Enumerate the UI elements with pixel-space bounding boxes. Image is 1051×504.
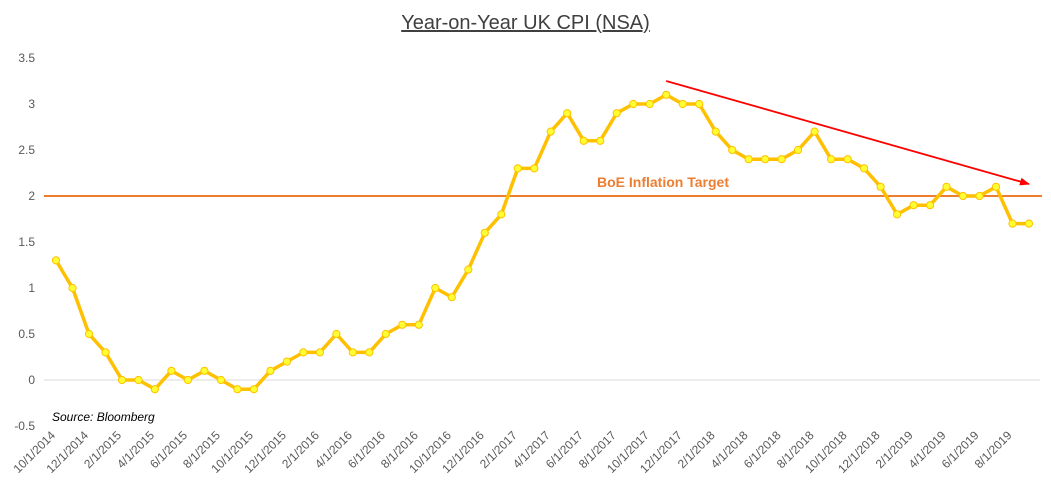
data-point — [926, 201, 935, 210]
chart-title: Year-on-Year UK CPI (NSA) — [401, 12, 650, 34]
data-point — [579, 136, 588, 145]
data-point — [678, 99, 687, 109]
data-point — [216, 375, 225, 385]
data-point — [1008, 219, 1017, 228]
data-point — [134, 375, 143, 385]
data-point — [612, 109, 621, 118]
y-tick-label: 2 — [28, 189, 35, 203]
y-tick-label: -0.5 — [14, 419, 35, 433]
y-tick-label: 3.5 — [18, 51, 35, 65]
data-point — [249, 385, 258, 394]
data-point — [315, 348, 324, 357]
cpi-series — [51, 90, 1034, 394]
x-tick-label: 8/1/2019 — [972, 428, 1015, 471]
data-point — [711, 127, 720, 136]
data-point — [975, 191, 984, 201]
y-tick-label: 1.5 — [18, 235, 35, 249]
data-point — [596, 136, 605, 145]
data-point — [381, 329, 390, 339]
series-line — [54, 93, 1031, 391]
data-point — [958, 191, 968, 201]
data-point — [282, 357, 291, 366]
y-tick-label: 2.5 — [18, 143, 35, 157]
y-tick-label: 3 — [28, 97, 35, 111]
data-point — [183, 375, 192, 385]
x-axis: 10/1/201412/1/20142/1/20154/1/20156/1/20… — [10, 428, 1014, 476]
y-axis: -0.5 0 0.5 1 1.5 2 2.5 3 3.5 — [14, 51, 35, 433]
data-point — [991, 182, 1001, 191]
data-point — [777, 155, 786, 164]
data-point — [299, 348, 308, 357]
downtrend-arrow — [665, 80, 1030, 186]
data-point — [431, 283, 440, 293]
data-point — [530, 164, 539, 173]
data-point — [860, 164, 869, 173]
data-point — [365, 348, 374, 357]
data-point — [942, 182, 951, 191]
data-point — [513, 164, 522, 173]
boe-target-label: BoE Inflation Target — [597, 174, 729, 190]
y-tick-label: 1 — [28, 281, 35, 295]
y-tick-label: 0 — [28, 373, 35, 387]
data-point — [695, 99, 704, 109]
data-point — [827, 155, 836, 164]
data-point — [414, 320, 423, 329]
data-point — [84, 329, 94, 339]
data-point — [150, 385, 159, 394]
data-point — [266, 366, 275, 375]
data-point — [794, 145, 803, 155]
data-point — [876, 182, 885, 191]
data-point — [893, 210, 902, 219]
data-point — [645, 99, 654, 109]
data-point — [51, 256, 61, 265]
data-point — [546, 127, 555, 136]
data-point — [200, 366, 209, 375]
data-point — [398, 320, 407, 329]
data-point — [843, 155, 852, 164]
data-point — [117, 375, 127, 385]
data-point — [447, 293, 456, 302]
data-point — [233, 385, 242, 394]
data-point — [662, 90, 671, 99]
data-point — [744, 155, 753, 164]
data-point — [167, 366, 176, 375]
data-point — [563, 109, 572, 118]
data-point — [68, 283, 77, 293]
data-point — [464, 265, 473, 274]
data-point — [480, 228, 489, 237]
data-point — [810, 127, 819, 136]
data-point — [101, 348, 110, 357]
source-annotation: Source: Bloomberg — [52, 410, 155, 424]
data-point — [761, 155, 770, 164]
data-point — [629, 99, 638, 109]
data-point — [348, 348, 357, 357]
data-point — [332, 329, 341, 339]
data-point — [1024, 219, 1034, 228]
data-point — [909, 201, 918, 210]
data-point — [497, 210, 506, 219]
y-tick-label: 0.5 — [18, 327, 35, 341]
data-point — [728, 145, 737, 155]
